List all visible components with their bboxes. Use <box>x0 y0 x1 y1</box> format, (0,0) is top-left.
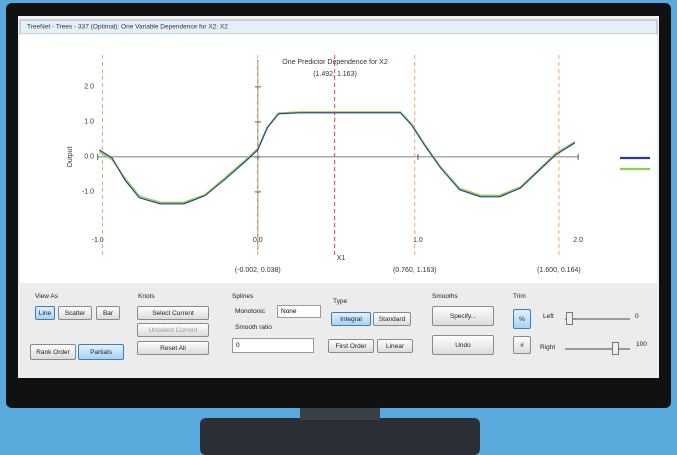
button[interactable]: # <box>513 336 531 354</box>
page: TreeNet - Trees - 337 (Optimal): One Var… <box>0 0 677 455</box>
value: 0 <box>635 313 639 320</box>
y-axis-label: Output <box>67 146 74 167</box>
button[interactable]: Scatter <box>58 306 92 320</box>
button[interactable]: Reset All <box>137 341 209 355</box>
dropdown[interactable]: None <box>277 305 321 318</box>
stand <box>200 418 480 455</box>
button[interactable]: Select Current <box>137 306 209 320</box>
group-label: Type <box>333 298 347 305</box>
slider-track <box>565 318 630 320</box>
button[interactable]: Undo <box>432 335 494 355</box>
y-tick-label: 2.0 <box>84 84 94 91</box>
y-tick-label: 1.0 <box>84 119 94 126</box>
button[interactable]: Rank Order <box>30 344 76 360</box>
y-tick-label: 0.0 <box>84 154 94 161</box>
window-title: TreeNet - Trees - 337 (Optimal): One Var… <box>27 24 228 31</box>
button[interactable]: Partials <box>78 344 124 360</box>
text-input[interactable]: 0 <box>232 338 314 353</box>
group-label: Trim <box>513 293 526 300</box>
selected-knot-label: X1 <box>337 255 346 262</box>
field-label: Left <box>543 313 554 320</box>
button[interactable]: Linear <box>377 339 413 353</box>
button[interactable]: Bar <box>96 306 120 320</box>
x-tick-label: 2.0 <box>573 237 583 244</box>
field-label: Smooth ratio <box>235 324 272 331</box>
y-tick-label: -1.0 <box>82 189 94 196</box>
button[interactable]: Standard <box>373 312 411 326</box>
monitor: TreeNet - Trees - 337 (Optimal): One Var… <box>0 0 677 455</box>
button[interactable]: Line <box>35 306 55 320</box>
knot-label: (1.600, 0.164) <box>537 267 581 274</box>
button[interactable]: Integral <box>331 312 371 326</box>
controls-panel <box>20 283 657 375</box>
group-label: Knots <box>138 293 155 300</box>
group-label: View As <box>35 293 58 300</box>
knot-label: (-0.002, 0.038) <box>235 267 281 274</box>
field-label: Right <box>540 344 555 351</box>
slider-thumb[interactable] <box>566 312 573 325</box>
slider-track <box>565 348 630 350</box>
slider-thumb[interactable] <box>612 342 619 355</box>
button[interactable]: First Order <box>328 339 374 353</box>
field-label: Monotonic <box>235 308 265 315</box>
knot-label: (0.760, 1.163) <box>393 267 437 274</box>
value: 100 <box>636 341 647 348</box>
group-label: Smooths <box>432 293 458 300</box>
button[interactable]: Unselect Current <box>137 323 209 337</box>
group-label: Splines <box>232 293 253 300</box>
button[interactable]: % <box>513 309 531 329</box>
x-tick-label: -1.0 <box>92 237 104 244</box>
button[interactable]: Specify... <box>432 306 494 326</box>
